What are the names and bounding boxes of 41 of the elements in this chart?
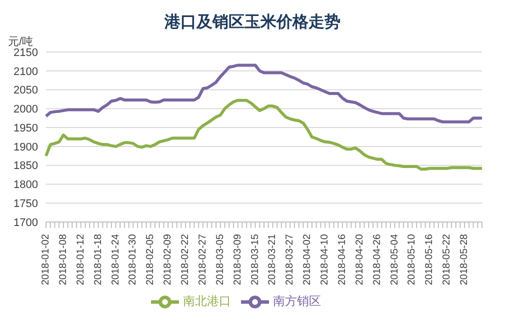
x-tick-label: 2018-03-05 [214,234,226,286]
x-tick-label: 2018-03-09 [232,234,244,286]
line-series [44,98,484,171]
line-series [44,64,484,124]
y-tick-label: 1700 [14,216,38,229]
x-tick-label: 2018-05-10 [406,234,418,286]
x-tick-label: 2018-04-16 [336,234,348,286]
x-tick-label: 2018-01-18 [92,234,104,286]
x-tick-label: 2018-02-09 [162,234,174,286]
x-tick-label: 2018-03-27 [284,234,296,286]
x-tick-label: 2018-02-05 [145,234,156,286]
x-tick-label: 2018-01-12 [75,234,86,286]
y-tick-label: 1950 [14,122,38,134]
chart-title: 港口及销区玉米价格走势 [164,12,342,33]
x-tick-label: 2018-01-02 [40,234,52,286]
y-tick-label: 2150 [14,46,38,59]
x-tick-label: 2018-04-10 [320,234,331,286]
x-tick-label: 2018-03-15 [250,234,261,286]
legend-label: 南方销区 [273,294,321,308]
x-tick-label: 2018-05-16 [424,234,436,286]
x-tick-label: 2018-01-08 [58,234,69,286]
x-tick-label: 2018-04-26 [372,234,383,286]
x-tick-label: 2018-04-02 [302,234,314,286]
x-tick-label: 2018-04-20 [354,234,366,286]
y-tick-label: 1900 [14,141,38,154]
y-tick-label: 2000 [14,104,38,116]
x-tick-label: 2018-02-22 [180,234,192,286]
y-tick-label: 2100 [14,66,38,78]
x-tick-label: 2018-02-27 [197,234,208,286]
y-tick-label: 1850 [14,160,38,172]
x-tick-label: 2018-01-24 [110,234,122,286]
x-tick-label: 2018-01-30 [128,234,139,286]
y-tick-label: 2050 [14,84,38,97]
legend-label: 南北港口 [183,294,231,308]
x-tick-label: 2018-05-28 [459,234,470,286]
x-tick-label: 2018-03-21 [267,234,278,286]
y-axis-title: 元/吨 [8,35,34,48]
y-tick-label: 1750 [14,198,38,210]
x-tick-label: 2018-05-04 [389,234,400,286]
y-tick-label: 1800 [14,179,38,192]
x-tick-label: 2018-05-22 [442,234,453,286]
